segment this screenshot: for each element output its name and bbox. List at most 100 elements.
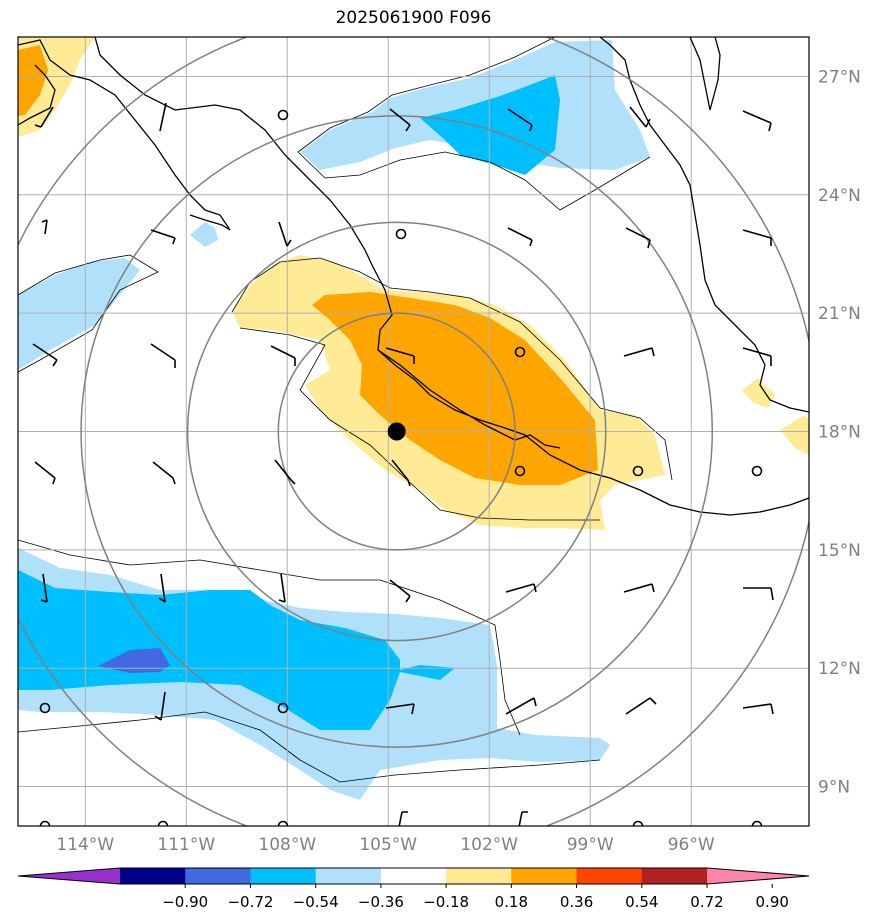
calm-circle [395, 228, 407, 240]
wind-barb [34, 106, 54, 128]
colorbar-segment [511, 868, 578, 884]
range-ring [186, 221, 607, 642]
wind-barb [150, 229, 176, 245]
colorbar-label: 0.18 [495, 893, 528, 911]
range-rings [18, 37, 809, 826]
wind-barb [742, 229, 772, 246]
contour-fill-negative-deep [98, 648, 170, 673]
wind-barb [270, 345, 296, 366]
colorbar-label: 0.72 [690, 893, 723, 911]
calm-circle [751, 465, 763, 477]
colorbar-segment [446, 868, 512, 884]
wind-barb [159, 102, 167, 132]
colorbar-label: −0.90 [162, 893, 208, 911]
calm-circle [632, 465, 644, 477]
colorbar-segment [250, 868, 317, 884]
calm-circle [39, 820, 51, 826]
lon-tick-label: 99°W [567, 835, 614, 855]
wind-barb [398, 811, 408, 826]
map-frame [17, 36, 810, 827]
wind-barb [278, 221, 292, 247]
wind-barb [389, 108, 411, 132]
wind-barb [32, 343, 58, 367]
contour-fill-negative-mid [420, 75, 560, 175]
colorbar-segment [315, 868, 382, 884]
calm-circle [632, 820, 644, 826]
wind-barb [34, 461, 56, 485]
colorbar-label: 0.36 [560, 893, 593, 911]
lon-tick-label: 105°W [359, 835, 417, 855]
calm-circle [39, 702, 51, 714]
lat-tick-label: 21°N [818, 304, 861, 324]
range-ring [277, 312, 516, 551]
axis-labels: 114°W 111°W 108°W 105°W 102°W 99°W 96°W 9°N 12°N… [56, 67, 860, 855]
lat-tick-label: 9°N [818, 778, 850, 798]
wind-barb [505, 583, 537, 593]
wind-barb [505, 697, 537, 715]
wind-barb [40, 573, 48, 603]
lon-tick-label: 111°W [157, 835, 215, 855]
colorbar-segment [641, 868, 708, 884]
wind-barb [152, 461, 176, 485]
lon-tick-label: 114°W [56, 835, 114, 855]
wind-barb [385, 703, 415, 715]
wind-barb [158, 573, 166, 603]
wind-barb [629, 106, 651, 128]
contour-fill-positive-east1 [742, 378, 775, 408]
map-title: 2025061900 F096 [335, 8, 492, 28]
wind-barb [389, 579, 411, 603]
wind-barb [742, 110, 772, 132]
colorbar: −0.90 −0.72 −0.54 −0.36 −0.18 0.18 0.36 0.54 0.7… [17, 867, 810, 911]
colorbar-label: −0.72 [227, 893, 273, 911]
calm-circle [514, 346, 526, 358]
colorbar-label: 0.90 [756, 893, 789, 911]
colorbar-label: 0.54 [625, 893, 658, 911]
wind-barb [150, 343, 176, 368]
wind-barb [391, 459, 411, 487]
colorbar-segment [576, 868, 643, 884]
contour-fill-positive-corner [18, 45, 48, 116]
calm-circle [277, 702, 289, 714]
wind-barb [625, 697, 657, 715]
wind-barb [278, 573, 286, 603]
wind-barb [385, 347, 415, 364]
contour-fill-negative-south-mid [18, 570, 455, 730]
colorbar-segment [185, 868, 251, 884]
wind-barb [625, 227, 651, 249]
calm-circle [157, 820, 169, 826]
map-content [18, 37, 809, 826]
colorbar-label: −0.54 [293, 893, 339, 911]
colorbar-outline [17, 867, 810, 885]
contour-fill-positive-east2 [780, 415, 809, 455]
wind-barb [623, 583, 655, 593]
colorbar-extend-high [707, 868, 809, 884]
wind-barb [623, 347, 655, 357]
wind-barb [154, 691, 166, 721]
range-ring [80, 115, 714, 748]
wind-barb [507, 227, 533, 247]
wind-barb [742, 703, 774, 715]
colorbar-label: −0.18 [423, 893, 469, 911]
calm-circle [277, 820, 289, 826]
wind-barbs [32, 102, 774, 826]
lat-tick-label: 27°N [818, 67, 861, 87]
colorbar-segment [120, 868, 186, 884]
wind-barb [743, 587, 774, 601]
colorbar-extend-low [18, 868, 120, 884]
wind-barb [274, 459, 296, 485]
calm-circle [514, 465, 526, 477]
lat-tick-label: 15°N [818, 541, 861, 561]
contour-lines [18, 37, 673, 783]
lat-tick-label: 12°N [818, 659, 861, 679]
colorbar-label: −0.36 [358, 893, 404, 911]
wind-barb [518, 811, 528, 826]
lon-tick-label: 96°W [668, 835, 715, 855]
lon-tick-label: 108°W [258, 835, 316, 855]
calm-circle [277, 109, 289, 121]
calm-markers [39, 109, 763, 826]
lon-tick-label: 102°W [460, 835, 518, 855]
wind-barb [742, 347, 772, 366]
lat-tick-label: 24°N [818, 186, 861, 206]
contour-fill-negative-west [18, 258, 140, 370]
